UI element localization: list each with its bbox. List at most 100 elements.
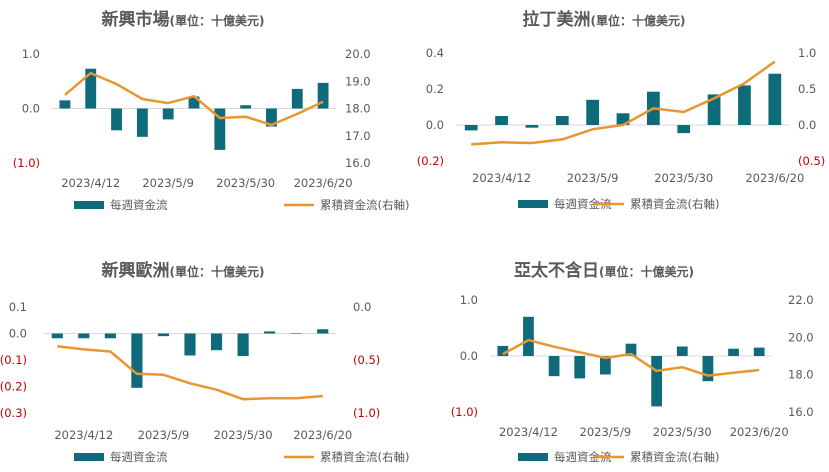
flow-bar — [291, 88, 303, 109]
flow-bar — [85, 68, 97, 109]
left-axis-tick-label: 1.0 — [460, 293, 478, 307]
flow-bar — [586, 99, 600, 125]
left-axis-tick-label: 0.0 — [22, 102, 40, 116]
flow-bar — [523, 316, 534, 356]
left-axis-tick-label: 0.0 — [426, 118, 444, 132]
x-axis-tick-label: 2023/6/20 — [293, 428, 352, 442]
left-axis-tick-label: (1.0) — [13, 156, 40, 170]
flow-bar — [464, 125, 478, 131]
right-axis-tick-label: (0.5) — [798, 154, 825, 168]
flow-bar — [768, 73, 782, 125]
legend-line-label: 累積資金流(右軸) — [630, 450, 719, 464]
x-axis-tick-label: 2023/6/20 — [730, 425, 789, 439]
flow-bar — [548, 356, 560, 377]
flow-bar — [599, 356, 611, 375]
flow-bar — [157, 333, 170, 337]
chart-title: 拉丁美洲(單位：十億美元) — [523, 9, 686, 30]
right-axis-tick-label: 0.5 — [798, 82, 816, 96]
legend-bar-swatch — [518, 453, 548, 461]
left-axis-tick-label: (0.2) — [0, 380, 27, 394]
left-axis-tick-label: 0.4 — [426, 46, 444, 60]
flow-bar — [290, 333, 302, 334]
legend-bar-label: 每週資金流 — [110, 198, 168, 212]
legend: 每週資金流 累積資金流(右軸) — [74, 450, 409, 464]
flow-bar — [162, 108, 174, 120]
left-axis-tick-label: 0.0 — [460, 349, 478, 363]
right-axis-tick-label: 20.0 — [345, 47, 371, 61]
chart-panel-1: 新興市場(單位：十億美元) 1.0 0.0 (1.0) 20.0 19.0 18.0 17.0… — [13, 9, 410, 212]
flow-bar — [214, 108, 226, 150]
right-axis-tick-label: 16.0 — [788, 405, 814, 419]
x-axis-tick-label: 2023/5/9 — [567, 171, 619, 185]
legend-line-label: 累積資金流(右軸) — [320, 450, 409, 464]
flow-bar — [651, 356, 663, 407]
flow-bar — [676, 346, 688, 356]
right-axis-tick-label: 18.0 — [788, 368, 814, 382]
legend: 每週資金流 累積資金流(右軸) — [518, 450, 719, 464]
x-axis-tick-label: 2023/5/30 — [654, 171, 713, 185]
right-axis-tick-label: 18.0 — [345, 102, 371, 116]
flow-bar — [317, 82, 329, 109]
flow-bar — [210, 333, 223, 351]
legend-line-label: 累積資金流(右軸) — [630, 197, 719, 211]
right-axis-tick-label: 17.0 — [345, 129, 371, 143]
chart-panel-3: 新興歐洲(單位：十億美元) 0.1 0.0 (0.1) (0.2) (0.3) 0.0 (0.… — [0, 260, 409, 464]
cumulative-flow-line — [57, 344, 323, 401]
chart-title: 亞太不含日(單位：十億美元) — [514, 260, 694, 281]
right-axis-tick-label: 22.0 — [788, 293, 814, 307]
cumulative-flow-line — [64, 71, 324, 127]
right-axis-tick-label: 0.0 — [353, 300, 371, 314]
cumulative-flow-line — [471, 60, 776, 146]
legend-bar-swatch — [74, 453, 104, 461]
legend-line-label: 累積資金流(右軸) — [320, 198, 409, 212]
flow-bar — [111, 108, 122, 131]
x-axis-tick-label: 2023/4/12 — [54, 428, 113, 442]
flow-bar — [728, 348, 739, 356]
flow-bar — [136, 108, 148, 137]
flow-bar — [78, 333, 90, 339]
flow-bar — [240, 105, 252, 109]
x-axis-tick-label: 2023/4/12 — [61, 176, 120, 190]
left-axis-tick-label: (0.2) — [417, 154, 444, 168]
flow-bar — [616, 113, 630, 125]
flow-bar — [184, 333, 196, 356]
legend: 每週資金流 累積資金流(右軸) — [518, 197, 719, 211]
flow-bar — [317, 329, 329, 334]
left-axis-tick-label: 0.1 — [9, 300, 27, 314]
flow-bar — [131, 333, 143, 388]
cumulative-flow-line — [502, 338, 760, 377]
x-axis-tick-label: 2023/5/9 — [138, 428, 190, 442]
right-axis-tick-label: (0.5) — [353, 353, 380, 367]
flow-bar — [677, 125, 691, 134]
x-axis-tick-label: 2023/5/9 — [142, 176, 194, 190]
chart-title: 新興歐洲(單位：十億美元) — [102, 260, 265, 281]
x-axis-tick-label: 2023/4/12 — [472, 171, 531, 185]
flow-bar — [497, 345, 509, 356]
left-axis-tick-label: (0.1) — [0, 353, 27, 367]
x-axis-tick-label: 2023/6/20 — [294, 176, 353, 190]
flow-bar — [525, 125, 539, 128]
right-axis-tick-label: 16.0 — [345, 156, 371, 170]
legend: 每週資金流 累積資金流(右軸) — [74, 198, 409, 212]
legend-bar-swatch — [518, 200, 548, 208]
flow-bar — [702, 356, 714, 382]
left-axis-tick-label: 0.0 — [9, 327, 27, 341]
flow-bar — [555, 116, 569, 125]
chart-panel-2: 拉丁美洲(單位：十億美元) 0.4 0.2 0.0 (0.2) 1.0 0.5 0.0 (0.5… — [417, 9, 826, 211]
x-axis-tick-label: 2023/5/30 — [214, 428, 273, 442]
flow-bar — [266, 108, 277, 127]
x-axis-tick-label: 2023/5/30 — [653, 425, 712, 439]
right-axis-tick-label: (1.0) — [353, 406, 380, 420]
right-axis-tick-label: 20.0 — [788, 330, 814, 344]
left-axis-tick-label: (0.3) — [0, 406, 27, 420]
flow-bar — [51, 333, 63, 339]
x-axis-tick-label: 2023/6/20 — [745, 171, 804, 185]
chart-panel-4: 亞太不含日(單位：十億美元) 1.0 0.0 (1.0) 22.0 20.0 18.0 16.… — [451, 260, 814, 464]
flow-bar — [753, 347, 765, 356]
chart-title: 新興市場(單位：十億美元) — [102, 9, 265, 30]
flow-bar — [104, 333, 116, 339]
flow-bar — [264, 331, 276, 334]
flow-bar — [738, 85, 751, 125]
right-axis-tick-label: 19.0 — [345, 74, 371, 88]
